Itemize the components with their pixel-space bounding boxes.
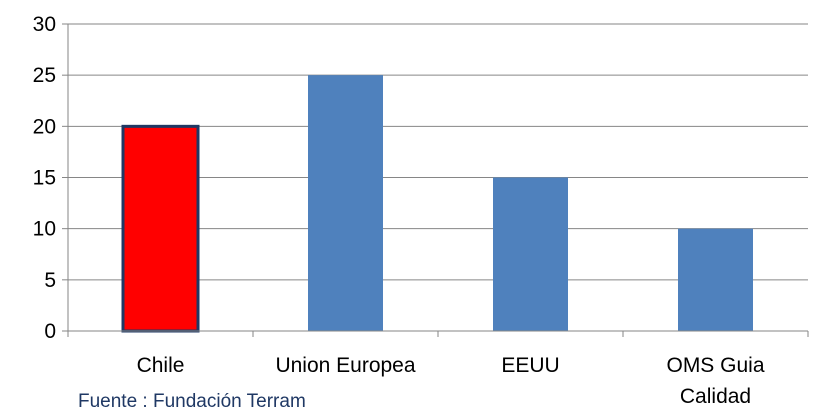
- x-category-labels: Chile Union Europea EEUU OMS Guia Calidad: [137, 354, 765, 408]
- axes: [62, 23, 809, 337]
- y-tick-label: 5: [44, 269, 56, 292]
- y-tick-label: 20: [33, 115, 56, 138]
- source-note: Fuente : Fundación Terram: [78, 391, 306, 412]
- bar-union-europea: [308, 75, 383, 332]
- bar-chile: [121, 124, 200, 333]
- x-category-label: Chile: [137, 354, 185, 377]
- y-tick-label: 0: [44, 320, 56, 343]
- y-tick-label: 10: [33, 218, 56, 241]
- x-category-label: EEUU: [501, 354, 559, 377]
- x-category-label: OMS Guia: [666, 354, 764, 377]
- bar-oms-guia-calidad: [678, 228, 753, 331]
- bar-eeuu: [493, 177, 568, 331]
- y-tick-labels: 0 5 10 15 20 25 30: [33, 13, 56, 343]
- y-tick-label: 25: [33, 64, 56, 87]
- x-category-label: Union Europea: [275, 354, 415, 377]
- y-tick-label: 15: [33, 167, 56, 190]
- x-category-label: Calidad: [680, 385, 751, 408]
- y-tick-label: 30: [33, 13, 56, 36]
- bars: [121, 75, 753, 333]
